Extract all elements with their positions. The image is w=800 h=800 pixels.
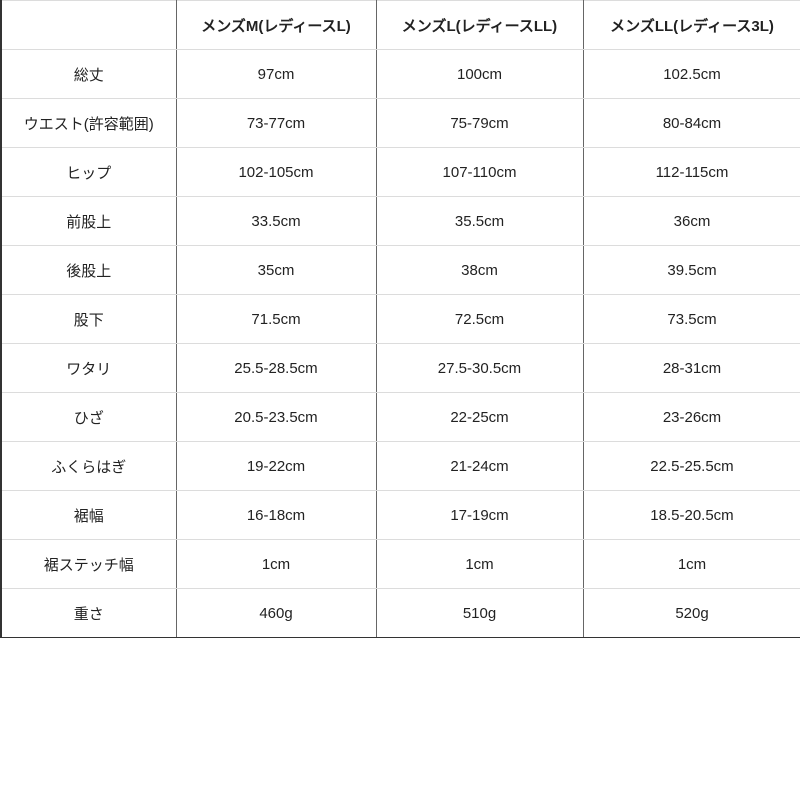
row-label: 裾ステッチ幅 <box>0 539 177 589</box>
measurement-cell: 107-110cm <box>375 147 584 197</box>
measurement-cell: 510g <box>375 588 584 638</box>
table-row: ウエスト(許容範囲) 73-77cm 75-79cm 80-84cm <box>0 98 800 148</box>
row-label: 裾幅 <box>0 490 177 540</box>
row-label: 重さ <box>0 588 177 638</box>
row-label: 総丈 <box>0 49 177 99</box>
measurement-cell: 1cm <box>175 539 377 589</box>
measurement-cell: 1cm <box>582 539 800 589</box>
size-table: メンズM(レディースL) メンズL(レディースLL) メンズLL(レディース3L) … <box>0 0 800 638</box>
measurement-cell: 25.5-28.5cm <box>175 343 377 393</box>
measurement-cell: 102-105cm <box>175 147 377 197</box>
size-header-cell: メンズM(レディースL) <box>175 0 377 50</box>
table-row: ワタリ 25.5-28.5cm 27.5-30.5cm 28-31cm <box>0 343 800 393</box>
measurement-cell: 22.5-25.5cm <box>582 441 800 491</box>
measurement-cell: 102.5cm <box>582 49 800 99</box>
measurement-cell: 36cm <box>582 196 800 246</box>
table-row: ふくらはぎ 19-22cm 21-24cm 22.5-25.5cm <box>0 441 800 491</box>
table-row: 裾ステッチ幅 1cm 1cm 1cm <box>0 539 800 589</box>
measurement-cell: 1cm <box>375 539 584 589</box>
measurement-cell: 520g <box>582 588 800 638</box>
table-row: 後股上 35cm 38cm 39.5cm <box>0 245 800 295</box>
row-label: ワタリ <box>0 343 177 393</box>
table-row: 総丈 97cm 100cm 102.5cm <box>0 49 800 99</box>
measurement-cell: 460g <box>175 588 377 638</box>
measurement-cell: 19-22cm <box>175 441 377 491</box>
measurement-cell: 35.5cm <box>375 196 584 246</box>
table-row: 股下 71.5cm 72.5cm 73.5cm <box>0 294 800 344</box>
corner-header-cell <box>0 0 177 50</box>
measurement-cell: 35cm <box>175 245 377 295</box>
measurement-cell: 97cm <box>175 49 377 99</box>
measurement-cell: 39.5cm <box>582 245 800 295</box>
table-body: 総丈 97cm 100cm 102.5cm ウエスト(許容範囲) 73-77cm 75-79… <box>0 49 800 638</box>
measurement-cell: 18.5-20.5cm <box>582 490 800 540</box>
measurement-cell: 72.5cm <box>375 294 584 344</box>
table-row: 重さ 460g 510g 520g <box>0 588 800 638</box>
measurement-cell: 20.5-23.5cm <box>175 392 377 442</box>
measurement-cell: 73.5cm <box>582 294 800 344</box>
row-label: ヒップ <box>0 147 177 197</box>
measurement-cell: 21-24cm <box>375 441 584 491</box>
measurement-cell: 16-18cm <box>175 490 377 540</box>
row-label: 後股上 <box>0 245 177 295</box>
measurement-cell: 28-31cm <box>582 343 800 393</box>
size-header-cell: メンズL(レディースLL) <box>375 0 584 50</box>
row-label: ウエスト(許容範囲) <box>0 98 177 148</box>
measurement-cell: 112-115cm <box>582 147 800 197</box>
measurement-cell: 100cm <box>375 49 584 99</box>
row-label: 前股上 <box>0 196 177 246</box>
measurement-cell: 75-79cm <box>375 98 584 148</box>
measurement-cell: 73-77cm <box>175 98 377 148</box>
measurement-cell: 33.5cm <box>175 196 377 246</box>
measurement-cell: 27.5-30.5cm <box>375 343 584 393</box>
size-header-cell: メンズLL(レディース3L) <box>582 0 800 50</box>
header-row: メンズM(レディースL) メンズL(レディースLL) メンズLL(レディース3L) <box>0 0 800 50</box>
measurement-cell: 80-84cm <box>582 98 800 148</box>
measurement-cell: 17-19cm <box>375 490 584 540</box>
row-label: ひざ <box>0 392 177 442</box>
row-label: 股下 <box>0 294 177 344</box>
table-row: 前股上 33.5cm 35.5cm 36cm <box>0 196 800 246</box>
measurement-cell: 71.5cm <box>175 294 377 344</box>
table-row: ヒップ 102-105cm 107-110cm 112-115cm <box>0 147 800 197</box>
row-label: ふくらはぎ <box>0 441 177 491</box>
measurement-cell: 22-25cm <box>375 392 584 442</box>
measurement-cell: 23-26cm <box>582 392 800 442</box>
measurement-cell: 38cm <box>375 245 584 295</box>
table-row: 裾幅 16-18cm 17-19cm 18.5-20.5cm <box>0 490 800 540</box>
table-row: ひざ 20.5-23.5cm 22-25cm 23-26cm <box>0 392 800 442</box>
